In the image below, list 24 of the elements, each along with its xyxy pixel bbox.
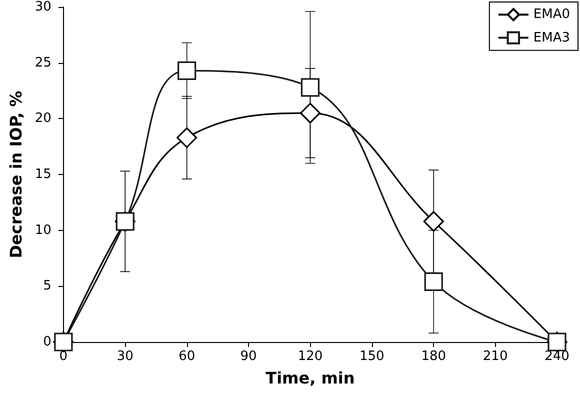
x-tick-label: 210: [482, 349, 508, 364]
x-tick-label: 120: [298, 349, 323, 364]
x-tick-label: 60: [178, 349, 196, 364]
y-tick-label: 25: [34, 55, 52, 70]
y-tick-label: 5: [43, 278, 52, 294]
legend-label: EMA3: [533, 30, 570, 46]
y-tick-label: 30: [34, 0, 52, 14]
point: [300, 78, 320, 97]
y-tick-label: 0: [43, 334, 52, 350]
point: [423, 211, 444, 232]
legend-label: EMA0: [533, 7, 570, 22]
y-tick-label: 20: [34, 111, 52, 126]
point: [300, 102, 321, 124]
point: [176, 127, 198, 148]
x-tick-label: 150: [360, 349, 384, 364]
y-axis-title: Decrease in IOP, %: [6, 90, 26, 258]
point: [178, 61, 196, 80]
x-axis-title: Time, min: [266, 368, 355, 388]
x-tick-label: 90: [240, 349, 257, 364]
x-tick-label: 30: [116, 349, 134, 364]
x-tick-label: 180: [421, 349, 446, 364]
y-tick-label: 10: [34, 222, 52, 238]
point: [424, 272, 443, 291]
y-tick-label: 15: [34, 167, 52, 182]
